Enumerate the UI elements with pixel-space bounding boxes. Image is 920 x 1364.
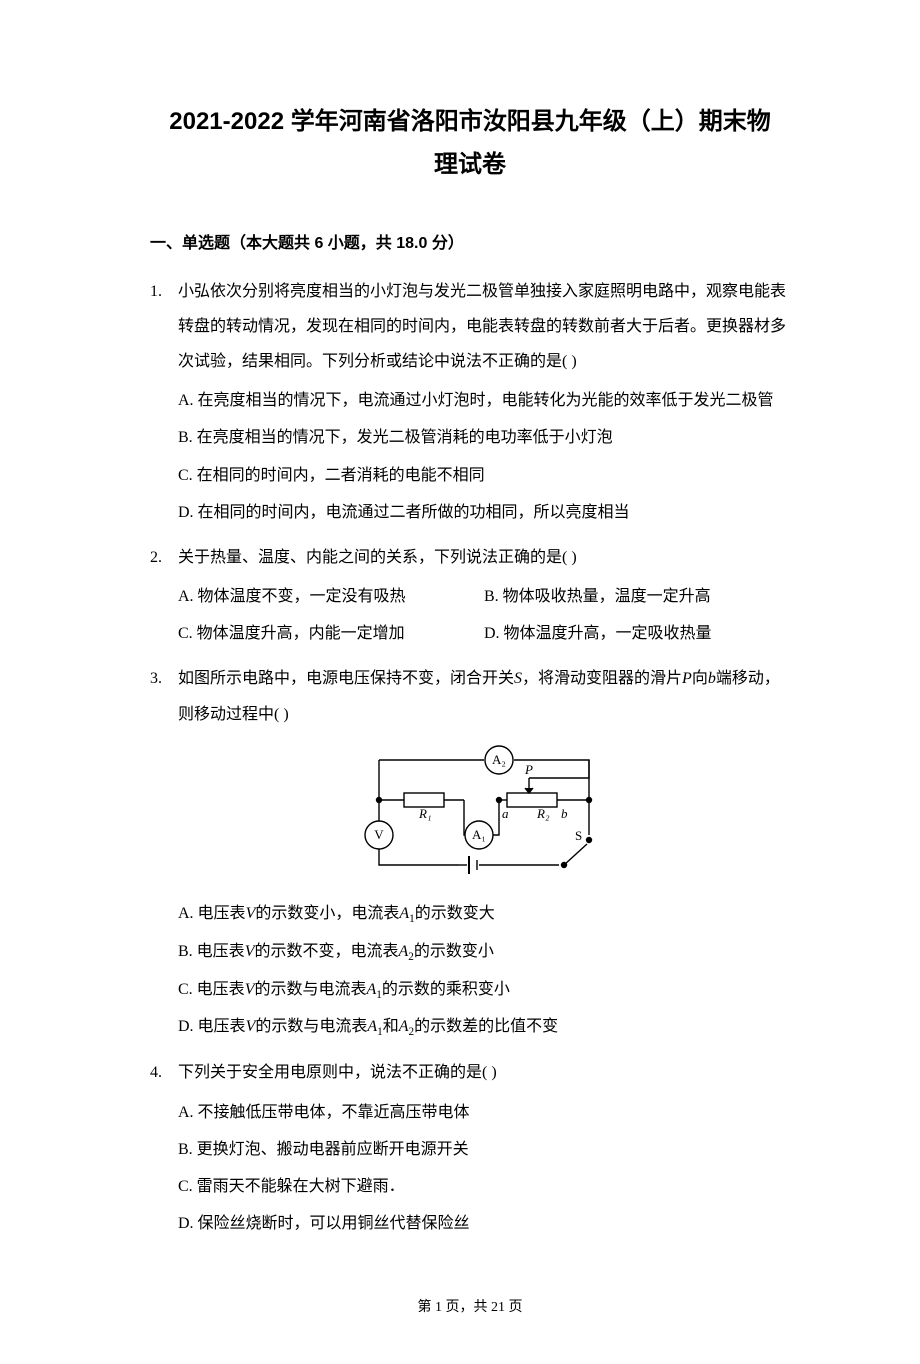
question-1: 1. 小弘依次分别将亮度相当的小灯泡与发光二极管单独接入家庭照明电路中，观察电能…	[150, 274, 790, 532]
page-footer: 第 1 页，共 21 页	[150, 1293, 790, 1324]
question-number: 2.	[150, 540, 178, 654]
option-d: D. 物体温度升高，一定吸收热量	[484, 616, 790, 651]
question-number: 1.	[150, 274, 178, 532]
question-body: 小弘依次分别将亮度相当的小灯泡与发光二极管单独接入家庭照明电路中，观察电能表转盘…	[178, 274, 790, 532]
option-b: B. 物体吸收热量，温度一定升高	[484, 579, 790, 614]
svg-text:V: V	[374, 827, 384, 842]
question-number: 4.	[150, 1055, 178, 1243]
option-b: B. 更换灯泡、搬动电器前应断开电源开关	[178, 1132, 790, 1167]
question-stem: 如图所示电路中，电源电压保持不变，闭合开关S，将滑动变阻器的滑片P向b端移动，则…	[178, 661, 790, 731]
option-c: C. 物体温度升高，内能一定增加	[178, 616, 484, 651]
svg-text:R₁: R₁	[418, 806, 431, 821]
question-stem: 下列关于安全用电原则中，说法不正确的是( )	[178, 1055, 790, 1090]
question-3: 3. 如图所示电路中，电源电压保持不变，闭合开关S，将滑动变阻器的滑片P向b端移…	[150, 661, 790, 1047]
svg-text:b: b	[561, 806, 568, 821]
svg-text:S: S	[575, 828, 582, 843]
section-1-header: 一、单选题（本大题共 6 小题，共 18.0 分）	[150, 226, 790, 261]
svg-text:A₁: A₁	[472, 827, 486, 842]
option-c: C. 在相同的时间内，二者消耗的电能不相同	[178, 458, 790, 493]
options-two-column: A. 物体温度不变，一定没有吸热 B. 物体吸收热量，温度一定升高 C. 物体温…	[178, 579, 790, 653]
svg-text:R₂: R₂	[536, 806, 550, 821]
question-4: 4. 下列关于安全用电原则中，说法不正确的是( ) A. 不接触低压带电体，不靠…	[150, 1055, 790, 1243]
question-body: 关于热量、温度、内能之间的关系，下列说法正确的是( ) A. 物体温度不变，一定…	[178, 540, 790, 654]
circuit-diagram: A₂ A₁ V R₁ R₂ P a b S	[359, 740, 609, 875]
question-2: 2. 关于热量、温度、内能之间的关系，下列说法正确的是( ) A. 物体温度不变…	[150, 540, 790, 654]
question-body: 如图所示电路中，电源电压保持不变，闭合开关S，将滑动变阻器的滑片P向b端移动，则…	[178, 661, 790, 1047]
question-body: 下列关于安全用电原则中，说法不正确的是( ) A. 不接触低压带电体，不靠近高压…	[178, 1055, 790, 1243]
option-a: A. 在亮度相当的情况下，电流通过小灯泡时，电能转化为光能的效率低于发光二极管	[178, 383, 790, 418]
title-line-1: 2021-2022 学年河南省洛阳市汝阳县九年级（上）期末物	[169, 108, 770, 135]
option-a: A. 物体温度不变，一定没有吸热	[178, 579, 484, 614]
option-d: D. 在相同的时间内，电流通过二者所做的功相同，所以亮度相当	[178, 495, 790, 530]
option-c: C. 电压表V的示数与电流表A1的示数的乘积变小	[178, 972, 790, 1008]
option-a: A. 电压表V的示数变小，电流表A1的示数变大	[178, 896, 790, 932]
option-a: A. 不接触低压带电体，不靠近高压带电体	[178, 1095, 790, 1130]
option-c: C. 雷雨天不能躲在大树下避雨．	[178, 1169, 790, 1204]
svg-text:A₂: A₂	[492, 752, 506, 767]
question-stem: 小弘依次分别将亮度相当的小灯泡与发光二极管单独接入家庭照明电路中，观察电能表转盘…	[178, 274, 790, 380]
svg-text:P: P	[524, 762, 533, 777]
option-b: B. 在亮度相当的情况下，发光二极管消耗的电功率低于小灯泡	[178, 420, 790, 455]
option-d: D. 保险丝烧断时，可以用铜丝代替保险丝	[178, 1206, 790, 1241]
option-d: D. 电压表V的示数与电流表A1和A2的示数差的比值不变	[178, 1009, 790, 1045]
circuit-figure: A₂ A₁ V R₁ R₂ P a b S	[178, 740, 790, 888]
question-number: 3.	[150, 661, 178, 1047]
title-line-2: 理试卷	[434, 151, 506, 178]
question-stem: 关于热量、温度、内能之间的关系，下列说法正确的是( )	[178, 540, 790, 575]
exam-title: 2021-2022 学年河南省洛阳市汝阳县九年级（上）期末物 理试卷	[150, 100, 790, 186]
option-b: B. 电压表V的示数不变，电流表A2的示数变小	[178, 934, 790, 970]
svg-text:a: a	[502, 806, 509, 821]
